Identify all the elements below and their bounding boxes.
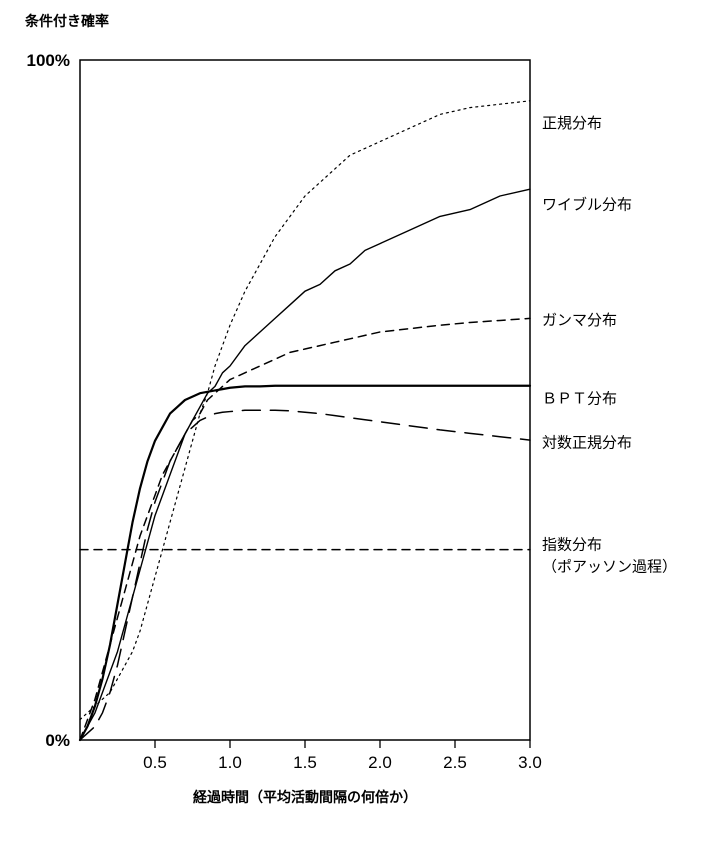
x-tick-label: 0.5 — [143, 753, 167, 772]
series-label-exponential: 指数分布 — [542, 537, 602, 554]
line-chart: 条件付き確率 0.5 1.0 1.5 2.0 2.5 3.0 0% 100% 経過時間（平均活動間… — [0, 0, 704, 855]
x-tick-label: 2.0 — [368, 753, 392, 772]
chart-container: 条件付き確率 0.5 1.0 1.5 2.0 2.5 3.0 0% 100% 経過時間（平均活動間… — [0, 0, 704, 855]
y-tick-label: 0% — [45, 731, 70, 750]
x-tick-label: 1.5 — [293, 753, 317, 772]
series-label-weibull: ワイブル分布 — [542, 196, 632, 214]
series-label-lognormal: 対数正規分布 — [542, 435, 632, 452]
series-bpt — [80, 386, 530, 740]
x-tick-label: 1.0 — [218, 753, 242, 772]
y-tick-label: 100% — [27, 51, 70, 70]
series-sublabel-exponential: （ポアッソン過程） — [542, 559, 677, 576]
y-axis-title: 条件付き確率 — [24, 13, 109, 29]
series-label-normal: 正規分布 — [542, 115, 602, 132]
series-normal — [80, 101, 530, 720]
x-tick-label: 3.0 — [518, 753, 542, 772]
series-label-bpt: ＢＰＴ分布 — [542, 390, 617, 407]
x-axis-title: 経過時間（平均活動間隔の何倍か） — [193, 789, 417, 805]
series-label-gamma: ガンマ分布 — [542, 312, 617, 329]
plot-border — [80, 60, 530, 740]
x-tick-label: 2.5 — [443, 753, 467, 772]
